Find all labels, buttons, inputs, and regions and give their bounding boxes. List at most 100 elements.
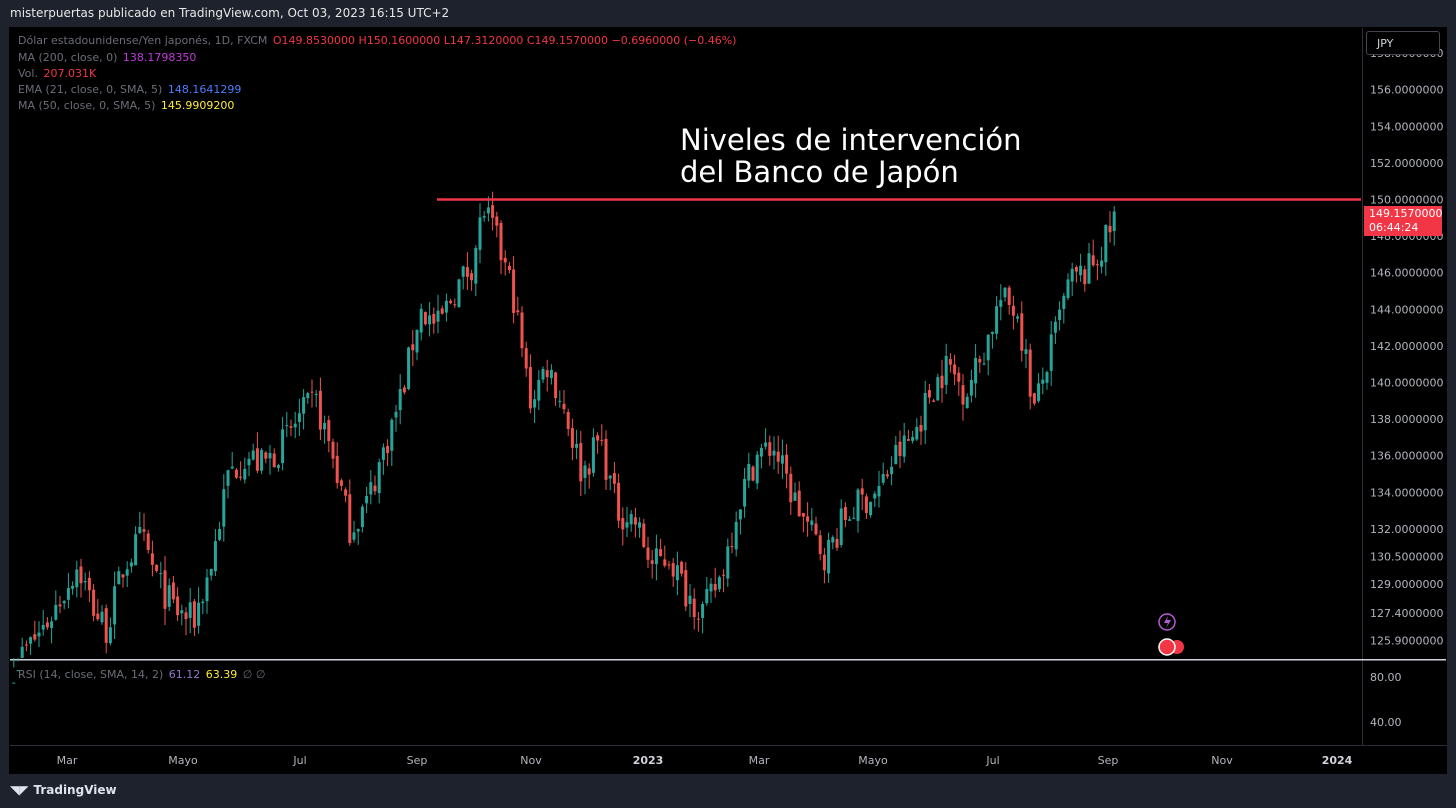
candle-body <box>801 513 805 517</box>
tradingview-logo[interactable]: ◥◤ TradingView <box>10 783 117 797</box>
symbol-name[interactable]: Dólar estadounidense/Yen japonés, 1D, FX… <box>18 34 268 47</box>
candle <box>667 560 671 570</box>
candle <box>348 479 352 546</box>
candle-body <box>234 469 238 478</box>
candle-body <box>638 522 642 528</box>
ma50-label[interactable]: MA (50, close, 0, SMA, 5) <box>18 99 156 112</box>
candle-body <box>650 560 654 564</box>
candle <box>230 451 234 470</box>
candle-body <box>940 375 944 389</box>
candle-body <box>281 429 285 464</box>
candle-body <box>591 437 595 473</box>
candle-body <box>352 532 356 540</box>
candle-body <box>159 573 163 575</box>
candle <box>705 577 709 606</box>
candle <box>923 380 927 445</box>
candle-body <box>612 473 616 484</box>
candle <box>768 435 772 466</box>
candle-body <box>734 521 738 550</box>
candle-body <box>331 441 335 459</box>
candle <box>478 203 482 264</box>
candle-body <box>134 534 138 566</box>
time-tick-label: Nov <box>520 754 542 767</box>
candle <box>990 331 994 349</box>
candle-body <box>776 451 780 462</box>
candle-body <box>974 357 978 384</box>
candle-body <box>839 508 843 545</box>
vol-label[interactable]: Vol. <box>18 67 38 80</box>
time-axis-border <box>10 745 1447 746</box>
candle-body <box>512 269 516 314</box>
ma200-label[interactable]: MA (200, close, 0) <box>18 51 118 64</box>
candle <box>281 416 285 471</box>
candle-body <box>1053 321 1057 333</box>
candle <box>159 561 163 589</box>
candle-body <box>1045 372 1049 383</box>
currency-button[interactable]: JPY <box>1366 31 1440 55</box>
candle-body <box>923 393 927 431</box>
candle <box>751 465 755 482</box>
tradingview-brand: TradingView <box>33 783 117 797</box>
candle-body <box>881 474 885 483</box>
candle <box>87 571 91 602</box>
candle <box>738 509 742 535</box>
candle <box>398 374 402 425</box>
candle <box>759 443 763 469</box>
candle-body <box>54 604 58 620</box>
price-tick-label: 125.9000000 <box>1370 635 1443 648</box>
candle <box>344 487 348 503</box>
candle <box>465 252 469 290</box>
candle-body <box>1058 309 1062 321</box>
candle <box>663 545 667 568</box>
candle <box>659 538 663 557</box>
candle <box>747 452 751 489</box>
candle <box>612 461 616 494</box>
candle-body <box>822 554 826 571</box>
candle-body <box>654 548 658 565</box>
candle-body <box>1104 224 1108 263</box>
candle <box>579 430 583 497</box>
candle <box>96 599 100 622</box>
candle-body <box>545 370 549 378</box>
rsi-tick-label: 40.00 <box>1370 716 1402 729</box>
candle-body <box>810 520 814 525</box>
ema21-label[interactable]: EMA (21, close, 0, SMA, 5) <box>18 83 163 96</box>
candle <box>848 516 852 521</box>
candle-body <box>579 443 583 482</box>
candle-body <box>948 359 952 365</box>
candle <box>646 537 650 569</box>
candle-body <box>461 266 465 277</box>
candle-body <box>104 608 108 643</box>
candle <box>20 637 24 658</box>
candle <box>591 428 595 477</box>
candle <box>730 532 734 554</box>
candle-body <box>201 601 205 604</box>
candle-body <box>999 300 1003 307</box>
candle-body <box>125 569 129 576</box>
candle <box>239 461 243 481</box>
candle-body <box>356 528 360 532</box>
candle <box>541 366 545 383</box>
candle <box>155 564 159 573</box>
candle <box>621 507 625 546</box>
candle <box>138 511 142 534</box>
candle-body <box>314 393 318 395</box>
intervention-annotation[interactable]: Niveles de intervención del Banco de Jap… <box>680 124 1022 188</box>
candle <box>625 506 629 537</box>
candle <box>352 520 356 543</box>
rsi-label[interactable]: RSI (14, close, SMA, 14, 2) <box>18 668 164 681</box>
candle <box>785 444 789 489</box>
candle-body <box>255 448 259 471</box>
candle-body <box>759 447 763 457</box>
candle-body <box>306 393 310 399</box>
candle <box>222 474 226 542</box>
candle-body <box>797 490 801 517</box>
candle-body <box>419 308 423 333</box>
footer-bar <box>0 774 1456 808</box>
candle-body <box>877 485 881 497</box>
candle <box>869 501 873 518</box>
candle-body <box>747 463 751 481</box>
candle <box>600 424 604 446</box>
candle-body <box>894 444 898 465</box>
